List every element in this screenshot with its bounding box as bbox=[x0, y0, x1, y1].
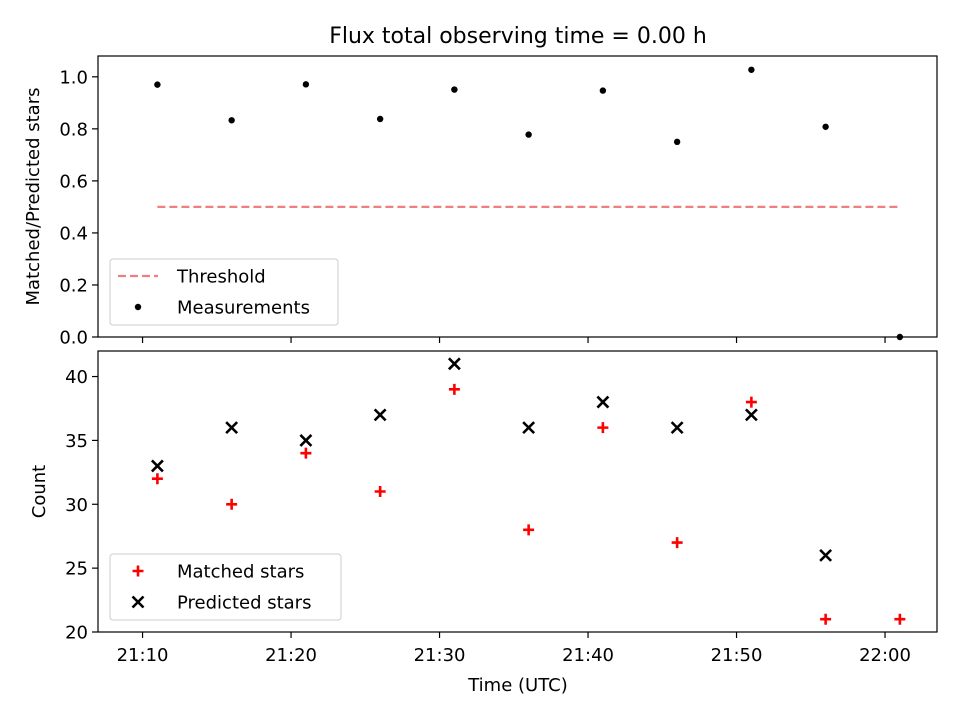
y-tick-label: 0.8 bbox=[59, 119, 88, 140]
ratio-panel: 0.0 0.2 0.4 0.6 0.8 1.0 Matched/Predicted star… bbox=[23, 55, 938, 349]
x-tick-label: 21:40 bbox=[562, 645, 614, 666]
legend-marker bbox=[134, 303, 142, 311]
legend: Matched stars Predicted stars bbox=[109, 553, 342, 621]
series-matched-stars bbox=[151, 383, 906, 625]
y-tick-label: 40 bbox=[65, 367, 88, 388]
legend-box bbox=[109, 553, 342, 621]
y-tick-label: 0.2 bbox=[59, 275, 88, 296]
y-axis-label: Count bbox=[29, 465, 50, 518]
matched-star-point bbox=[448, 383, 460, 395]
series-measurements bbox=[154, 66, 904, 341]
x-tick-label: 21:10 bbox=[117, 645, 169, 666]
measurement-point bbox=[154, 81, 161, 88]
matched-star-point bbox=[226, 498, 238, 510]
y-tick-label: 1.0 bbox=[59, 67, 88, 88]
measurement-point bbox=[376, 115, 384, 123]
predicted-star-point bbox=[447, 357, 461, 371]
y-axis-label: Matched/Predicted stars bbox=[23, 88, 44, 306]
chart-title: Flux total observing time = 0.00 h bbox=[329, 24, 707, 49]
measurement-point bbox=[673, 138, 681, 146]
legend: Threshold Measurements bbox=[109, 258, 339, 326]
predicted-star-point bbox=[225, 421, 239, 435]
x-tick-label: 21:20 bbox=[265, 645, 317, 666]
y-tick-label: 0.0 bbox=[59, 328, 88, 349]
measurement-point bbox=[896, 333, 904, 341]
y-tick-label: 35 bbox=[65, 431, 88, 452]
legend-label: Matched stars bbox=[177, 562, 304, 583]
matched-star-point bbox=[894, 613, 906, 625]
y-tick-label: 0.4 bbox=[59, 223, 88, 244]
matched-star-point bbox=[300, 447, 312, 459]
matched-star-point bbox=[820, 613, 832, 625]
legend-marker bbox=[132, 565, 144, 577]
measurement-point bbox=[748, 66, 755, 73]
predicted-star-point bbox=[596, 395, 610, 409]
predicted-star-point bbox=[299, 433, 313, 447]
predicted-star-point bbox=[373, 408, 387, 422]
legend-label: Measurements bbox=[177, 298, 310, 319]
predicted-star-point bbox=[819, 548, 833, 562]
measurement-point bbox=[228, 117, 235, 124]
legend-label: Threshold bbox=[176, 267, 266, 288]
measurement-point bbox=[599, 87, 607, 94]
y-tick-label: 20 bbox=[65, 623, 88, 644]
matched-star-point bbox=[523, 524, 535, 536]
y-tick-label: 30 bbox=[65, 495, 88, 516]
x-tick-label: 21:30 bbox=[414, 645, 466, 666]
y-tick-label: 25 bbox=[65, 559, 88, 580]
measurement-point bbox=[822, 123, 829, 130]
predicted-star-point bbox=[150, 459, 164, 473]
matched-star-point bbox=[597, 422, 609, 434]
x-axis-label: Time (UTC) bbox=[467, 675, 568, 696]
measurement-point bbox=[525, 131, 532, 138]
measurement-point bbox=[302, 81, 310, 88]
series-predicted-stars bbox=[150, 357, 833, 562]
x-tick-label: 22:00 bbox=[859, 645, 911, 666]
x-tick-label: 21:50 bbox=[711, 645, 763, 666]
legend-box bbox=[109, 258, 339, 326]
predicted-star-point bbox=[670, 421, 684, 435]
measurement-point bbox=[451, 86, 458, 93]
matched-star-point bbox=[671, 537, 683, 549]
plot-frame bbox=[97, 55, 938, 338]
legend-label: Predicted stars bbox=[177, 593, 311, 614]
matched-star-point bbox=[151, 473, 163, 485]
matched-star-point bbox=[374, 486, 386, 497]
y-tick-label: 0.6 bbox=[59, 171, 88, 192]
matched-star-point bbox=[745, 396, 757, 408]
predicted-star-point bbox=[744, 408, 758, 422]
legend-marker bbox=[131, 595, 145, 609]
predicted-star-point bbox=[522, 421, 536, 435]
plot-frame bbox=[97, 350, 938, 633]
count-panel: 20 25 30 35 40 21:10 21:20 21:30 21:40 21:50 22:00… bbox=[29, 350, 938, 666]
